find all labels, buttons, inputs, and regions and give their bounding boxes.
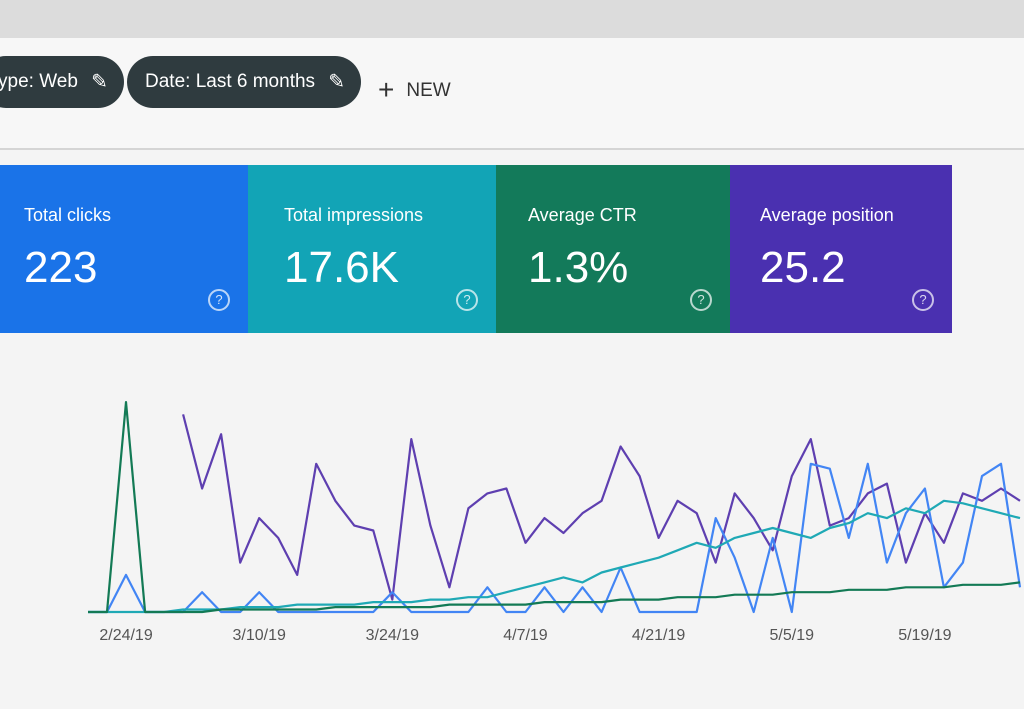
metric-label: Total impressions [284, 205, 424, 225]
x-tick-label: 5/5/19 [770, 627, 815, 644]
filter-chip[interactable]: ype: Web [0, 56, 124, 108]
filter-bar: ype: Web Date: Last 6 months +NEW [0, 38, 1024, 150]
metric-label: Average CTR [528, 205, 637, 225]
metric-value: 223 [24, 243, 98, 292]
metric-value: 25.2 [760, 243, 846, 292]
series-line [182, 414, 1021, 601]
x-tick-label: 5/19/19 [898, 627, 951, 644]
series-line [88, 499, 1021, 614]
metric-label: Total clicks [24, 205, 112, 225]
performance-chart: 2/24/19 3/10/19 3/24/19 4/7/19 4/21/19 5/5/19… [88, 401, 1022, 644]
metric-value: 1.3% [528, 243, 629, 292]
x-tick-label: 2/24/19 [99, 627, 152, 644]
metric-card[interactable]: Total clicks 223? [0, 165, 248, 333]
help-icon[interactable]: ? [456, 289, 478, 311]
x-tick-label: 4/21/19 [632, 627, 685, 644]
top-bar [0, 0, 1024, 38]
metric-value: 17.6K [284, 243, 399, 292]
series-line [88, 401, 1021, 614]
x-tick-label: 3/10/19 [232, 627, 285, 644]
metric-card[interactable]: Average CTR 1.3%? [496, 165, 730, 333]
help-icon[interactable]: ? [690, 289, 712, 311]
metric-card[interactable]: Average position 25.2? [730, 165, 952, 333]
x-tick-label: 4/7/19 [503, 627, 548, 644]
help-icon[interactable]: ? [208, 289, 230, 311]
help-icon[interactable]: ? [912, 289, 934, 311]
x-tick-label: 3/24/19 [366, 627, 419, 644]
new-button[interactable]: + NEW [378, 74, 451, 105]
new-label: NEW [406, 80, 451, 101]
metric-label: Average position [760, 205, 894, 225]
metric-card[interactable]: Total impressions 17.6K? [248, 165, 496, 333]
filter-chip[interactable]: Date: Last 6 months [127, 56, 362, 108]
